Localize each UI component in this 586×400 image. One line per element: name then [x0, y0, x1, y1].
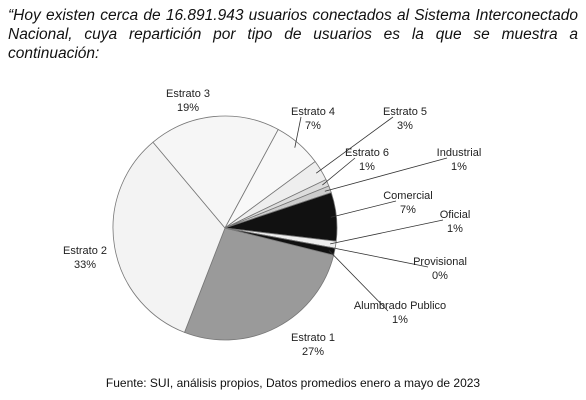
slice-value: 1% [359, 161, 375, 173]
slice-label: Estrato 1 [291, 332, 335, 344]
pie-slice [112, 141, 226, 333]
slice-label: Estrato 6 [345, 147, 389, 159]
slice-value: 19% [177, 102, 199, 114]
slice-value: 1% [447, 223, 463, 235]
slice-value: 7% [400, 204, 416, 216]
leader-line [315, 116, 394, 174]
leader-line [294, 116, 302, 148]
leader-line [329, 246, 429, 268]
slice-value: 33% [74, 259, 96, 271]
slice-value: 27% [302, 346, 324, 358]
leader-line [328, 250, 389, 312]
pie-slice [152, 115, 279, 229]
slice-label: Estrato 2 [63, 245, 107, 257]
leader-line [330, 219, 444, 245]
slice-value: 1% [451, 161, 467, 173]
slice-label: Estrato 4 [291, 106, 335, 118]
slice-label: Alumbrado Publico [354, 300, 446, 312]
slice-value: 7% [305, 120, 321, 132]
slice-label: Estrato 3 [166, 88, 210, 100]
slice-value: 0% [432, 270, 448, 282]
leader-line [330, 200, 397, 218]
slice-label: Provisional [413, 256, 467, 268]
leader-line [322, 157, 356, 186]
slice-value: 1% [392, 314, 408, 326]
pie-slice [183, 227, 335, 341]
slice-label: Oficial [440, 209, 471, 221]
slice-value: 3% [397, 120, 413, 132]
slice-label: Industrial [437, 147, 482, 159]
leader-line [324, 157, 448, 192]
slice-label: Comercial [383, 190, 433, 202]
paragraph: “Hoy existen cerca de 16.891.943 usuario… [8, 7, 578, 62]
chart: Estrato 1 27% Estrato 2 33% Estrato 3 19% Estr… [63, 88, 482, 358]
slice-label: Estrato 5 [383, 106, 427, 118]
source: Fuente: SUI, análisis propios, Datos pro… [105, 376, 481, 390]
